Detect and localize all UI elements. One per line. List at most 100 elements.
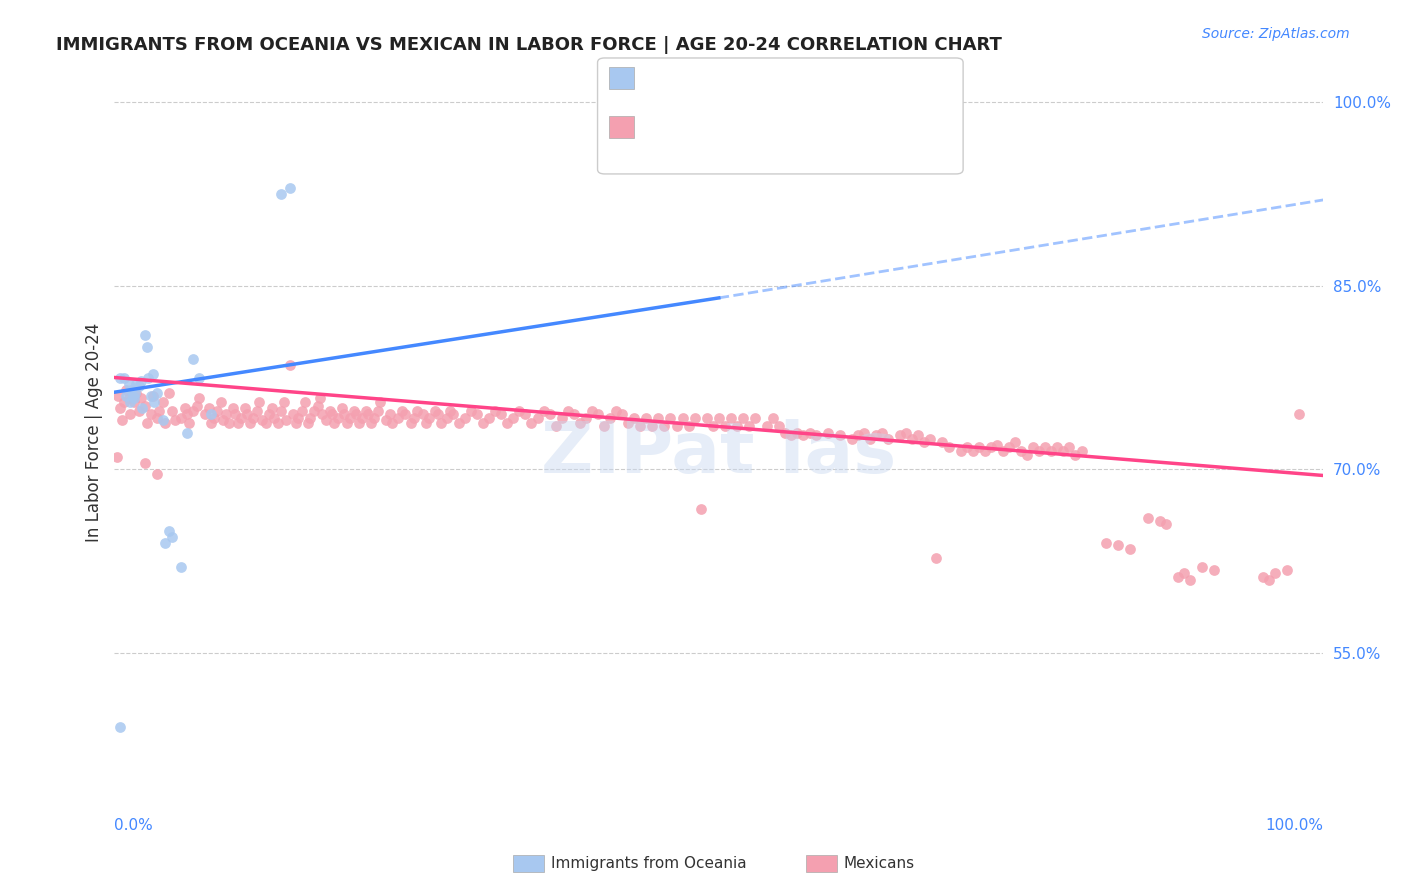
Point — [110, 370, 132, 384]
Point — [311, 407, 333, 421]
Point — [756, 419, 779, 434]
Point — [181, 352, 204, 367]
Point — [186, 399, 208, 413]
Point — [176, 407, 198, 421]
Point — [357, 407, 380, 421]
Point — [181, 403, 204, 417]
Point — [1167, 570, 1189, 584]
Point — [502, 411, 524, 425]
Point — [828, 428, 851, 442]
Point — [391, 403, 413, 417]
Point — [188, 392, 211, 406]
Point — [125, 376, 148, 391]
Point — [302, 403, 325, 417]
Point — [278, 180, 301, 194]
Point — [343, 403, 366, 417]
Text: Mexicans: Mexicans — [844, 856, 915, 871]
Point — [423, 403, 446, 417]
Point — [110, 401, 132, 416]
Point — [134, 456, 156, 470]
Point — [139, 407, 162, 421]
Point — [962, 444, 984, 458]
Point — [236, 407, 259, 421]
Point — [762, 411, 785, 425]
Point — [870, 425, 893, 440]
Point — [852, 425, 875, 440]
Point — [436, 411, 458, 425]
Point — [136, 416, 159, 430]
Point — [1022, 440, 1045, 454]
Point — [623, 411, 645, 425]
Point — [568, 416, 591, 430]
Point — [659, 411, 682, 425]
Point — [956, 440, 979, 454]
Point — [1052, 444, 1074, 458]
Point — [387, 411, 409, 425]
Point — [200, 416, 222, 430]
Point — [112, 395, 135, 409]
Point — [136, 340, 159, 354]
Point — [378, 407, 401, 421]
Y-axis label: In Labor Force | Age 20-24: In Labor Force | Age 20-24 — [86, 323, 103, 542]
Text: Source: ZipAtlas.com: Source: ZipAtlas.com — [1202, 27, 1350, 41]
Point — [1149, 514, 1171, 528]
Point — [1204, 563, 1226, 577]
Point — [418, 411, 440, 425]
Point — [297, 416, 319, 430]
Point — [128, 403, 150, 417]
Point — [315, 413, 337, 427]
Point — [363, 411, 385, 425]
Point — [1107, 538, 1129, 552]
Point — [250, 413, 273, 427]
Point — [152, 395, 174, 409]
Point — [105, 450, 128, 464]
Point — [118, 392, 141, 406]
Point — [896, 425, 918, 440]
Point — [122, 392, 145, 406]
Point — [278, 358, 301, 372]
Point — [112, 370, 135, 384]
Point — [1257, 573, 1279, 587]
Point — [731, 411, 754, 425]
Point — [1070, 444, 1092, 458]
Point — [404, 411, 426, 425]
Point — [920, 432, 942, 446]
Point — [170, 411, 193, 425]
Point — [347, 416, 370, 430]
Point — [153, 416, 176, 430]
Point — [266, 416, 288, 430]
Point — [124, 386, 146, 401]
Point — [799, 425, 821, 440]
Point — [118, 376, 141, 391]
Point — [107, 389, 129, 403]
Point — [484, 403, 506, 417]
Point — [176, 425, 198, 440]
Point — [145, 467, 167, 482]
Point — [249, 395, 271, 409]
Point — [581, 403, 603, 417]
Point — [307, 399, 329, 413]
Point — [145, 411, 167, 425]
Point — [678, 419, 700, 434]
Point — [877, 432, 900, 446]
Point — [129, 374, 152, 388]
Point — [744, 411, 766, 425]
Point — [273, 395, 295, 409]
Point — [538, 407, 561, 421]
Point — [134, 327, 156, 342]
Point — [270, 403, 292, 417]
Point — [231, 411, 253, 425]
Point — [986, 438, 1008, 452]
Point — [478, 411, 501, 425]
Point — [912, 435, 935, 450]
Point — [550, 411, 572, 425]
Point — [381, 416, 404, 430]
Point — [714, 419, 737, 434]
Point — [817, 425, 839, 440]
Point — [526, 411, 548, 425]
Point — [318, 403, 340, 417]
Point — [671, 411, 693, 425]
Point — [696, 411, 718, 425]
Point — [738, 419, 761, 434]
Point — [1094, 536, 1116, 550]
